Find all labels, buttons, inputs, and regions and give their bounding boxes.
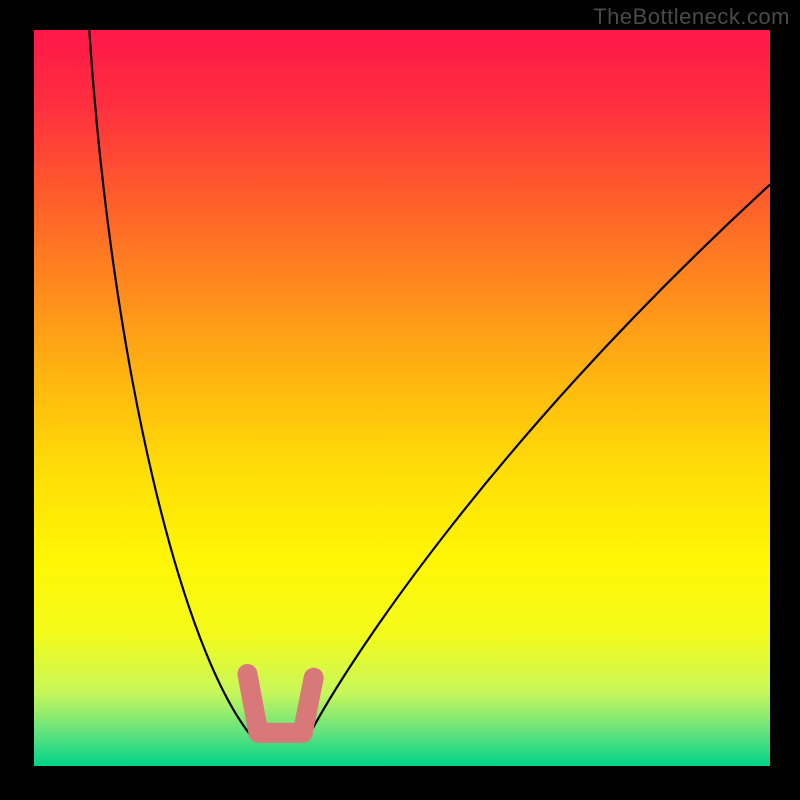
gradient-background <box>34 30 770 766</box>
plot-area <box>34 30 770 766</box>
attribution-text: TheBottleneck.com <box>593 4 790 30</box>
chart-container: TheBottleneck.com <box>0 0 800 800</box>
